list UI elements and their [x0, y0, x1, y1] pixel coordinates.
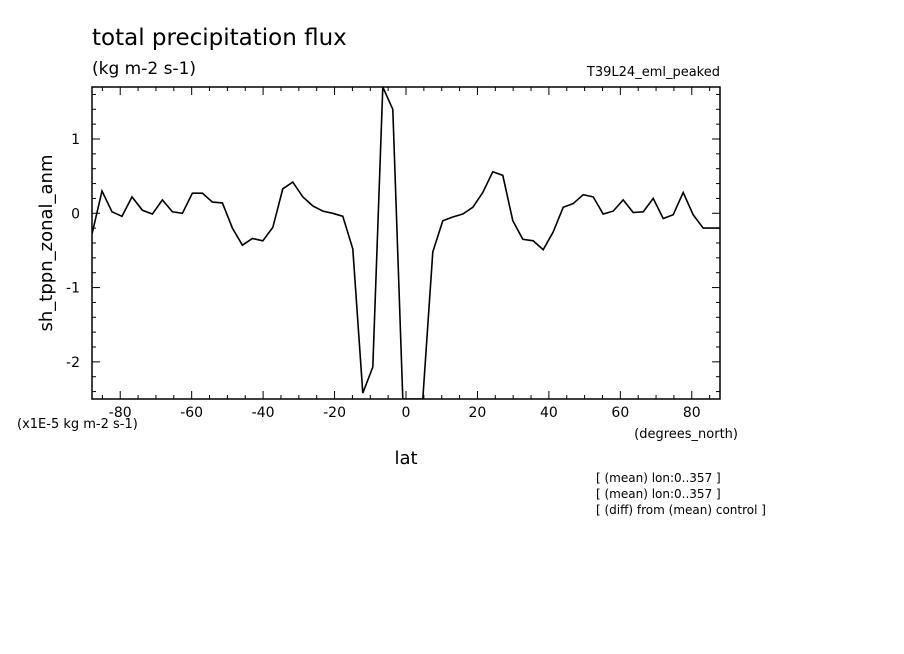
x-tick-label: -60: [180, 405, 203, 421]
x-tick-label: -40: [252, 405, 275, 421]
tick-labels: -80 -60 -40 -20 0 20 40 60 80 -2 -1 0 1: [66, 132, 701, 421]
y-tick-label: -1: [66, 281, 80, 297]
x-axis-units: (degrees_north): [634, 427, 738, 442]
chart-title: total precipitation flux: [92, 25, 347, 51]
y-tick-label: -2: [66, 355, 80, 371]
y-tick-label: 1: [71, 132, 80, 148]
x-axis-label: lat: [394, 448, 417, 469]
note-line-3: [ (diff) from (mean) control ]: [596, 503, 766, 517]
x-tick-label: 80: [683, 405, 701, 421]
axis-ticks: [92, 87, 720, 399]
series-line: [92, 87, 720, 399]
chart-subtitle: (kg m-2 s-1): [92, 59, 196, 79]
x-tick-label: -80: [109, 405, 132, 421]
note-line-1: [ (mean) lon:0..357 ]: [596, 471, 721, 485]
x-tick-label: 20: [469, 405, 487, 421]
y-axis-units: (x1E-5 kg m-2 s-1): [17, 417, 138, 432]
y-tick-label: 0: [71, 206, 80, 222]
x-tick-label: 60: [611, 405, 629, 421]
x-tick-label: -20: [323, 405, 346, 421]
plot-frame: [91, 86, 721, 400]
x-tick-label: 40: [540, 405, 558, 421]
note-line-2: [ (mean) lon:0..357 ]: [596, 487, 721, 501]
dataset-label: T39L24_eml_peaked: [586, 65, 720, 80]
x-tick-label: 0: [402, 405, 411, 421]
y-axis-label: sh_tppn_zonal_anm: [36, 155, 57, 332]
